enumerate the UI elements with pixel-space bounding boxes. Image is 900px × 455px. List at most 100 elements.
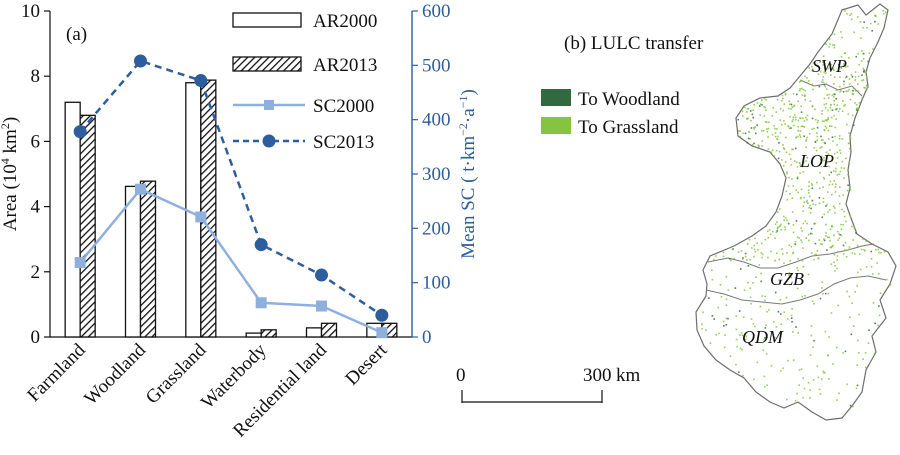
- transfer-pixel: [833, 261, 835, 263]
- transfer-pixel: [840, 167, 843, 169]
- transfer-pixel: [858, 102, 861, 104]
- transfer-pixel: [744, 252, 747, 255]
- transfer-pixel: [784, 136, 787, 139]
- transfer-pixel: [857, 108, 859, 110]
- transfer-pixel: [777, 211, 779, 214]
- transfer-pixel: [866, 85, 868, 87]
- x-tick-label: Farmland: [23, 339, 90, 406]
- transfer-pixel: [843, 167, 846, 170]
- transfer-pixel: [827, 153, 830, 155]
- transfer-pixel: [814, 222, 816, 225]
- point-sc2000: [135, 183, 146, 195]
- transfer-pixel: [825, 205, 827, 207]
- transfer-pixel: [753, 142, 755, 145]
- transfer-pixel: [833, 152, 836, 155]
- legend-swatch-grassland: [541, 117, 571, 134]
- transfer-pixel: [799, 164, 802, 166]
- transfer-pixel: [864, 366, 867, 369]
- transfer-pixel: [774, 223, 777, 225]
- transfer-pixel: [806, 118, 808, 121]
- transfer-pixel: [784, 226, 786, 228]
- point-sc2000: [376, 327, 388, 339]
- transfer-pixel: [858, 313, 860, 316]
- transfer-pixel: [823, 120, 825, 123]
- transfer-pixel: [810, 232, 812, 235]
- transfer-pixel: [824, 142, 826, 145]
- transfer-pixel: [840, 89, 842, 92]
- transfer-pixel: [813, 339, 815, 342]
- transfer-pixel: [844, 157, 847, 160]
- point-sc2000: [74, 257, 86, 269]
- transfer-pixel: [824, 85, 827, 88]
- transfer-pixel: [830, 171, 833, 174]
- transfer-pixel: [833, 33, 836, 36]
- transfer-pixel: [829, 106, 832, 109]
- transfer-pixel: [822, 55, 825, 58]
- transfer-pixel: [840, 55, 843, 58]
- transfer-pixel: [825, 88, 828, 91]
- transfer-pixel: [800, 125, 803, 127]
- transfer-pixel: [702, 311, 704, 314]
- transfer-pixel: [828, 378, 830, 380]
- transfer-pixel: [713, 318, 716, 320]
- transfer-pixel: [855, 232, 857, 234]
- transfer-pixel: [856, 384, 859, 387]
- transfer-pixel: [835, 89, 838, 92]
- transfer-pixel: [836, 104, 839, 106]
- transfer-pixel: [844, 52, 847, 54]
- transfer-pixel: [796, 392, 798, 395]
- transfer-pixel: [825, 127, 828, 129]
- transfer-pixel: [764, 385, 766, 388]
- transfer-pixel: [843, 210, 845, 213]
- transfer-pixel: [749, 296, 752, 299]
- transfer-pixel: [779, 313, 782, 315]
- transfer-pixel: [793, 160, 796, 162]
- transfer-pixel: [828, 93, 830, 96]
- transfer-pixel: [811, 83, 814, 86]
- transfer-pixel: [780, 223, 782, 226]
- transfer-pixel: [794, 243, 796, 245]
- transfer-pixel: [828, 174, 831, 176]
- transfer-pixel: [717, 306, 720, 309]
- transfer-pixel: [848, 88, 851, 91]
- transfer-pixel: [741, 110, 744, 113]
- transfer-pixel: [846, 189, 849, 192]
- bar-ar2013: [200, 79, 217, 338]
- transfer-pixel: [766, 230, 769, 233]
- transfer-pixel: [830, 125, 833, 127]
- transfer-pixel: [769, 233, 772, 236]
- transfer-pixel: [768, 121, 770, 124]
- transfer-pixel: [847, 90, 849, 92]
- transfer-pixel: [861, 50, 863, 52]
- transfer-pixel: [835, 108, 837, 111]
- transfer-pixel: [763, 115, 766, 117]
- transfer-pixel: [847, 142, 850, 145]
- transfer-pixel: [824, 371, 826, 374]
- transfer-pixel: [840, 228, 843, 231]
- transfer-pixel: [781, 94, 784, 97]
- transfer-pixel: [861, 74, 863, 76]
- transfer-pixel: [822, 139, 824, 141]
- transfer-pixel: [756, 124, 758, 127]
- transfer-pixel: [796, 236, 799, 238]
- transfer-pixel: [840, 234, 843, 237]
- transfer-pixel: [807, 202, 809, 205]
- transfer-pixel: [856, 339, 859, 342]
- transfer-pixel: [741, 348, 743, 351]
- transfer-pixel: [822, 197, 825, 200]
- transfer-pixel: [738, 310, 741, 312]
- transfer-pixel: [806, 77, 808, 79]
- transfer-pixel: [834, 212, 836, 214]
- transfer-pixel: [787, 318, 789, 320]
- transfer-pixel: [829, 149, 831, 151]
- transfer-pixel: [811, 69, 814, 72]
- transfer-pixel: [752, 282, 754, 284]
- transfer-pixel: [841, 36, 843, 39]
- transfer-pixel: [765, 109, 767, 112]
- transfer-pixel: [764, 327, 767, 329]
- transfer-pixel: [739, 347, 742, 350]
- point-sc2013: [254, 238, 268, 252]
- transfer-pixel: [740, 250, 743, 252]
- legend-swatch-woodland: [541, 89, 571, 106]
- transfer-pixel: [849, 98, 852, 101]
